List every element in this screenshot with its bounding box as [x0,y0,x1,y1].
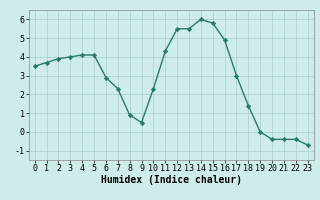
X-axis label: Humidex (Indice chaleur): Humidex (Indice chaleur) [101,175,242,185]
